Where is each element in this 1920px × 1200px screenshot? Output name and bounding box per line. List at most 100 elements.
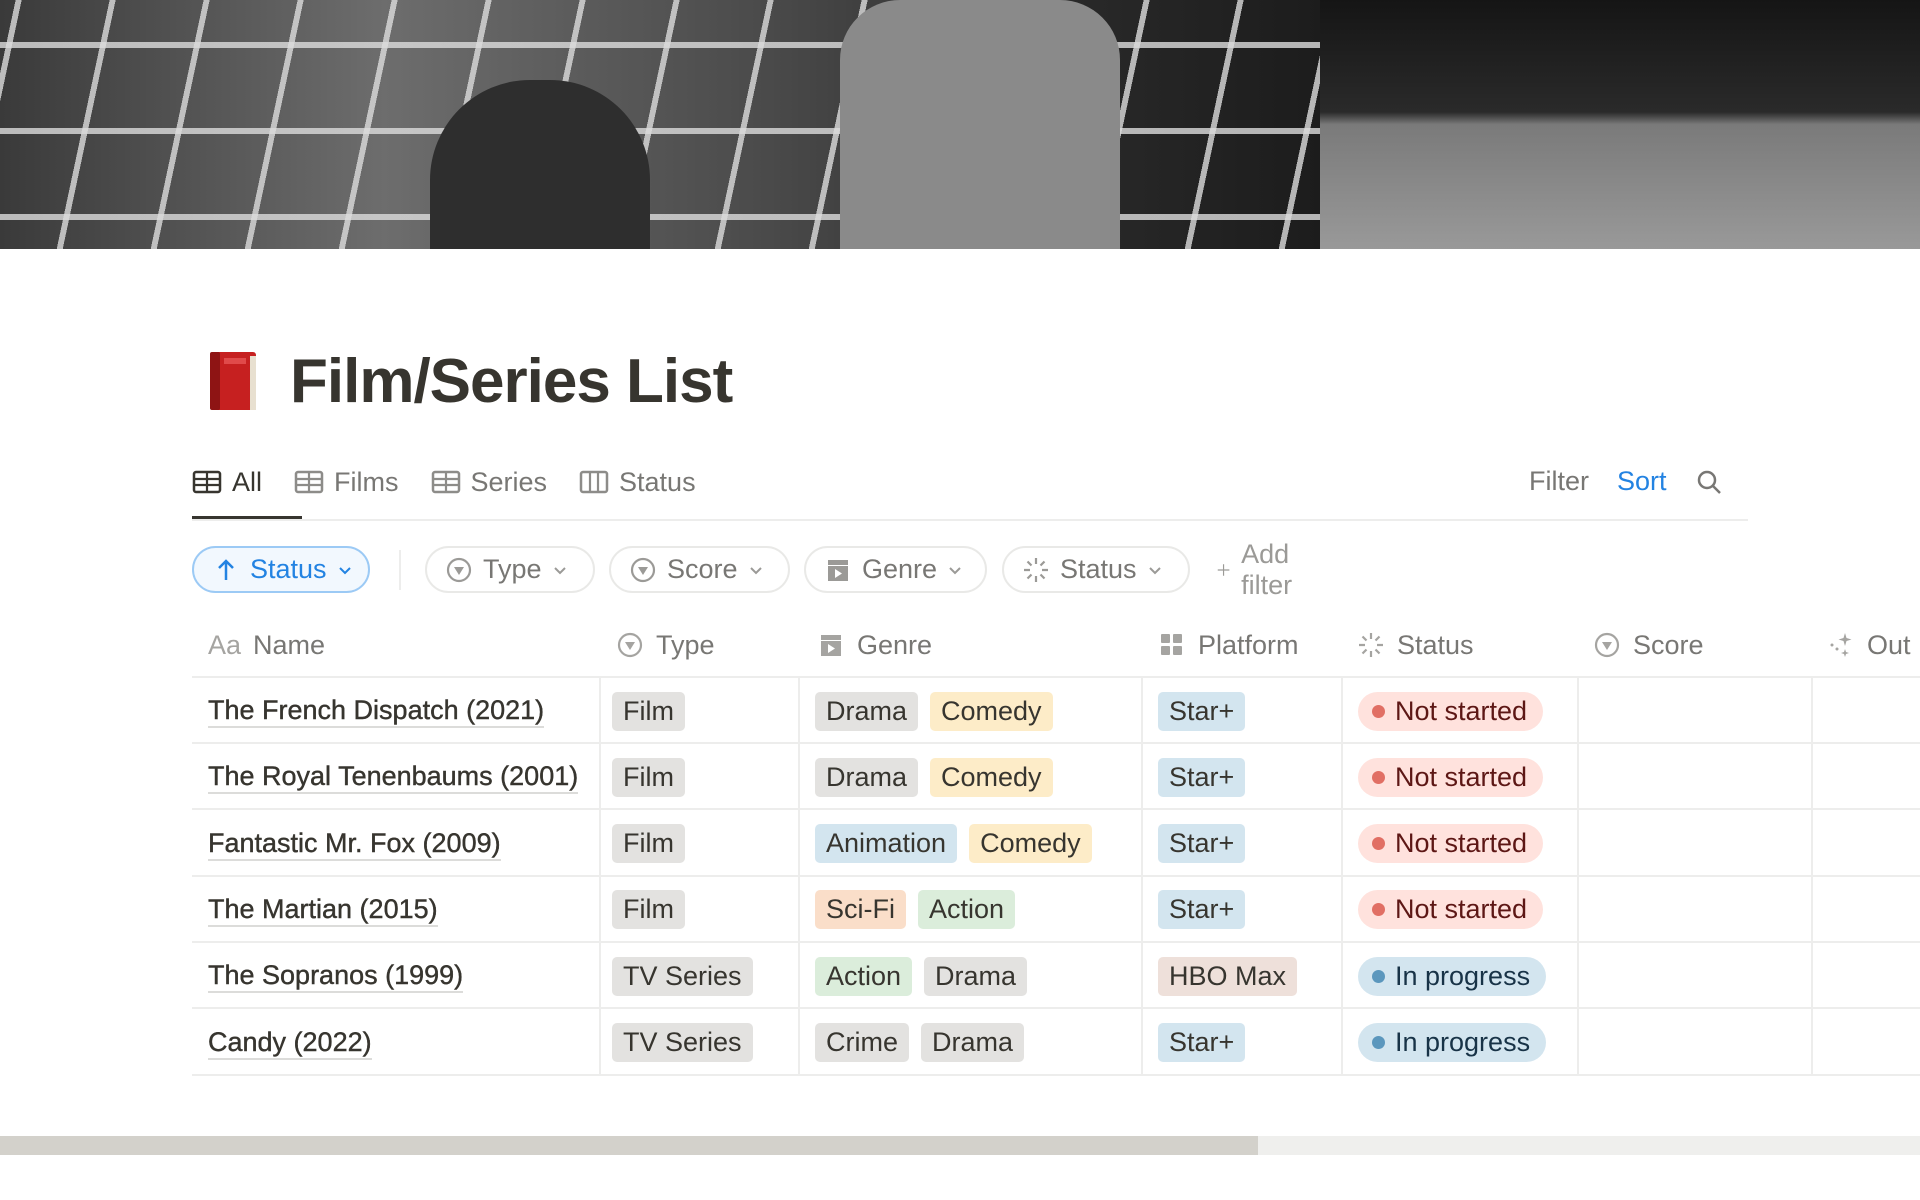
genre-tag: Drama [815,691,919,731]
sort-button[interactable]: Sort [1617,466,1667,496]
platform-tag: Star+ [1158,824,1246,864]
scrollbar-thumb[interactable] [0,1136,1258,1155]
column-divider [1341,678,1343,1074]
chevron-down-icon [553,566,566,574]
board-icon [579,470,609,494]
status-badge: Not started [1358,757,1544,797]
row-name-link[interactable]: The Martian (2015) [208,893,438,927]
status-dot-icon [1372,704,1385,718]
type-tag: TV Series [612,1023,753,1062]
column-label: Score [1633,629,1704,660]
status-badge: Not started [1358,890,1544,930]
column-header-status[interactable]: Status [1357,614,1474,676]
table-row[interactable]: The Martian (2015) Film Sci-Fi Action Sta… [192,877,1920,943]
row-name-link[interactable]: The Sopranos (1999) [208,959,463,994]
table-icon [431,470,461,494]
type-tag: Film [612,757,685,797]
row-name-link[interactable]: The Royal Tenenbaums (2001) [208,760,578,795]
filter-chip-score[interactable]: Score [609,546,790,593]
platform-tag: Star+ [1158,757,1246,797]
sort-chip-status[interactable]: Status [192,546,370,593]
type-tag: TV Series [612,956,753,996]
column-label: Name [253,629,326,660]
platform-tag: HBO Max [1158,956,1298,996]
select-icon [445,556,473,584]
status-dot-icon [1372,1036,1385,1049]
column-header-platform[interactable]: Platform [1158,614,1299,676]
genre-tag: Drama [921,1023,1025,1062]
column-header-out[interactable]: Out [1827,614,1911,676]
select-icon [629,556,657,584]
chevron-down-icon [949,566,961,574]
status-badge: In progress [1358,956,1547,996]
table-row[interactable]: The Royal Tenenbaums (2001) Film Drama Co… [192,744,1920,810]
status-badge: Not started [1358,824,1544,864]
table-icon [294,470,324,494]
tab-films[interactable]: Films [278,462,414,502]
table-row[interactable]: Fantastic Mr. Fox (2009) Film Animation C… [192,811,1920,877]
chevron-down-icon [1148,566,1161,574]
genre-tag: Animation [815,824,958,864]
type-tag: Film [612,890,685,930]
filter-chip-label: Type [483,554,542,584]
filter-button[interactable]: Filter [1529,466,1589,496]
column-divider [1577,678,1579,1074]
tab-label: Status [619,466,696,497]
column-label: Out [1867,629,1911,660]
row-name-link[interactable]: The French Dispatch (2021) [208,694,544,728]
add-filter-label: Add filter [1241,538,1293,600]
tab-label: Series [470,466,548,497]
status-dot-icon [1372,770,1385,784]
column-header-name[interactable]: Aa Name [208,614,325,676]
active-tab-indicator [192,516,302,520]
clapper-icon [824,556,852,584]
column-label: Type [656,629,715,660]
divider [192,676,1920,678]
column-label: Platform [1198,629,1299,660]
divider [192,519,1748,521]
table-row[interactable]: The Sopranos (1999) TV Series Action Dram… [192,943,1920,1009]
column-header-score[interactable]: Score [1593,614,1704,676]
row-name-link[interactable]: Fantastic Mr. Fox (2009) [208,827,501,861]
genre-tag: Action [815,956,913,996]
search-icon[interactable] [1695,468,1723,496]
sort-chip-label: Status [250,554,327,584]
tab-status[interactable]: Status [563,462,712,502]
genre-tag: Comedy [969,824,1092,864]
genre-tag: Crime [815,1023,909,1062]
row-divider [192,874,1920,877]
row-name-link[interactable]: Candy (2022) [208,1026,372,1060]
status-dot-icon [1372,969,1385,983]
column-header-genre[interactable]: Genre [817,614,932,676]
status-dot-icon [1372,837,1385,851]
filter-chip-type[interactable]: Type [425,546,595,593]
divider [399,550,401,590]
table-header: Aa Name Type Genre Platform Status Score Out [192,614,1920,676]
platform-tag: Star+ [1158,890,1246,930]
table-row[interactable]: Candy (2022) TV Series Crime Drama Star+ … [192,1010,1920,1076]
status-label: Not started [1395,761,1528,792]
arrow-up-icon [218,558,234,580]
genre-tag: Drama [924,956,1028,996]
tab-all[interactable]: All [192,462,278,502]
type-tag: Film [612,824,685,864]
red-book-icon[interactable] [204,348,262,414]
column-label: Genre [857,629,933,660]
table-icon [192,470,222,494]
tab-series[interactable]: Series [415,462,564,502]
row-divider [192,742,1920,744]
status-dot-icon [1372,903,1385,917]
table-row[interactable]: The French Dispatch (2021) Film Drama Com… [192,678,1920,744]
status-icon [1357,631,1385,659]
genre-tag: Sci-Fi [815,890,906,930]
tab-label: Films [334,466,399,497]
column-header-type[interactable]: Type [616,614,715,676]
filter-chip-genre[interactable]: Genre [804,546,987,593]
genre-tag: Drama [815,757,919,797]
filter-chip-status[interactable]: Status [1002,546,1190,593]
column-divider [798,678,800,1074]
add-filter-button[interactable]: Add filter [1216,539,1303,600]
row-divider [192,1073,1920,1076]
genre-tag: Comedy [930,691,1053,731]
plus-icon [1217,563,1230,576]
